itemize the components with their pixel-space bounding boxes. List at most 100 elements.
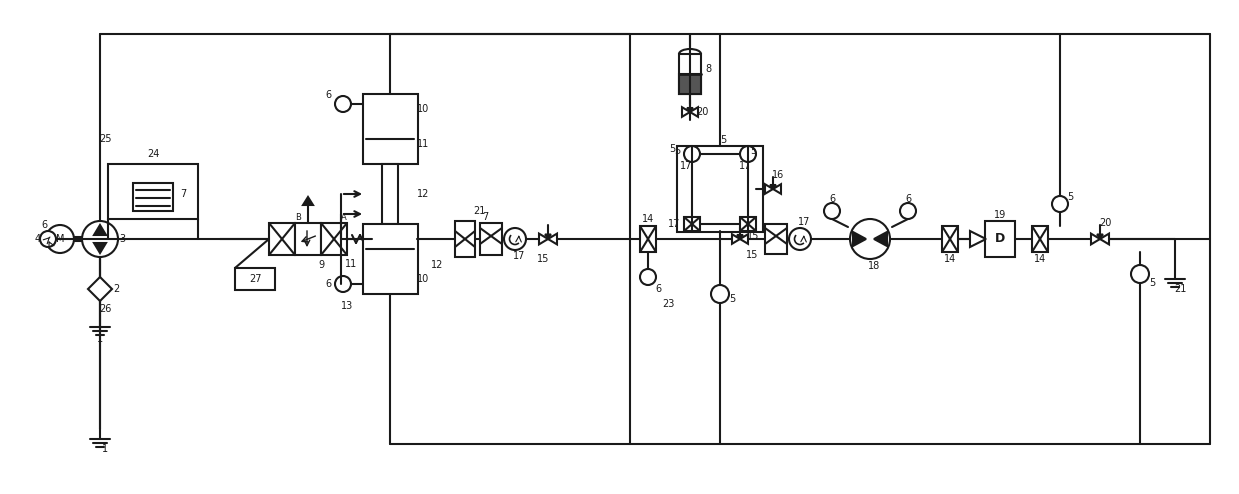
Polygon shape xyxy=(548,234,558,245)
Circle shape xyxy=(504,228,527,250)
Bar xyxy=(363,94,418,164)
Text: 6: 6 xyxy=(325,90,331,100)
Text: 20: 20 xyxy=(1099,218,1111,228)
Polygon shape xyxy=(773,184,781,194)
Text: 6: 6 xyxy=(655,284,662,294)
Polygon shape xyxy=(970,231,986,247)
Text: 10: 10 xyxy=(416,274,429,284)
Text: 16: 16 xyxy=(772,170,784,180)
Text: 1: 1 xyxy=(102,444,108,454)
Polygon shape xyxy=(690,107,698,117)
Text: 6: 6 xyxy=(904,194,911,204)
Circle shape xyxy=(900,203,916,219)
Text: 11: 11 xyxy=(416,139,429,149)
Bar xyxy=(684,217,700,231)
Text: 6: 6 xyxy=(41,220,47,230)
Polygon shape xyxy=(873,232,887,246)
Text: 15: 15 xyxy=(536,254,549,264)
Bar xyxy=(321,223,347,255)
Circle shape xyxy=(824,203,840,219)
Bar xyxy=(295,223,321,255)
Polygon shape xyxy=(681,107,690,117)
Circle shape xyxy=(711,285,729,303)
Bar xyxy=(235,268,275,290)
Text: 23: 23 xyxy=(662,299,674,309)
Circle shape xyxy=(684,146,700,162)
Text: 17: 17 xyxy=(668,219,680,229)
Circle shape xyxy=(46,225,74,253)
Circle shape xyxy=(335,96,351,112)
Bar xyxy=(641,226,655,252)
Text: 24: 24 xyxy=(146,149,159,159)
Polygon shape xyxy=(1092,234,1100,245)
Polygon shape xyxy=(94,225,107,235)
Text: 14: 14 xyxy=(944,254,957,264)
Polygon shape xyxy=(88,277,112,301)
Bar xyxy=(382,164,398,224)
Polygon shape xyxy=(764,184,773,194)
Text: 3: 3 xyxy=(119,234,125,244)
Text: 12: 12 xyxy=(431,260,444,270)
Circle shape xyxy=(850,219,890,259)
Polygon shape xyxy=(539,234,548,245)
Polygon shape xyxy=(94,243,107,253)
Text: 17: 17 xyxy=(798,217,810,227)
Text: 26: 26 xyxy=(99,304,112,314)
Bar xyxy=(269,223,295,255)
Polygon shape xyxy=(740,234,748,244)
Text: 10: 10 xyxy=(416,104,429,114)
Text: 17: 17 xyxy=(738,161,751,171)
Text: 6: 6 xyxy=(325,279,331,289)
Polygon shape xyxy=(852,232,866,246)
Circle shape xyxy=(82,221,118,257)
Circle shape xyxy=(641,269,655,285)
Bar xyxy=(985,221,1015,257)
Bar xyxy=(133,183,173,211)
Circle shape xyxy=(789,228,812,250)
Polygon shape xyxy=(732,234,740,244)
Text: 2: 2 xyxy=(113,284,119,294)
Text: 13: 13 xyxy=(341,301,353,311)
Polygon shape xyxy=(769,185,776,188)
Text: 18: 18 xyxy=(867,261,880,271)
Text: 1: 1 xyxy=(97,334,103,344)
Circle shape xyxy=(1131,265,1149,283)
Bar xyxy=(740,217,756,231)
Text: 14: 14 xyxy=(642,214,654,224)
Text: 5: 5 xyxy=(1067,192,1073,202)
Text: 12: 12 xyxy=(416,189,429,199)
Polygon shape xyxy=(304,197,313,205)
Bar xyxy=(1032,226,1048,252)
Bar xyxy=(679,54,701,94)
Polygon shape xyxy=(545,235,551,238)
Text: 7: 7 xyxy=(482,212,488,222)
Text: 21: 21 xyxy=(1173,284,1186,294)
Bar xyxy=(108,164,198,219)
Circle shape xyxy=(335,276,351,292)
Text: A: A xyxy=(341,212,347,221)
Text: 8: 8 xyxy=(705,64,711,74)
Bar xyxy=(455,221,475,257)
Polygon shape xyxy=(1100,234,1109,245)
Text: 19: 19 xyxy=(994,210,1006,220)
Text: 5: 5 xyxy=(750,146,756,156)
Text: 15: 15 xyxy=(746,250,758,260)
Bar xyxy=(764,224,787,254)
Circle shape xyxy=(740,146,756,162)
Circle shape xyxy=(1052,196,1068,212)
Text: 6: 6 xyxy=(829,194,835,204)
Bar xyxy=(479,223,502,255)
Bar xyxy=(676,146,763,232)
Text: 25: 25 xyxy=(100,134,113,144)
Text: 5: 5 xyxy=(729,294,735,304)
Text: 9: 9 xyxy=(318,260,325,270)
Text: 4: 4 xyxy=(35,234,41,244)
Text: M: M xyxy=(56,234,64,244)
Bar xyxy=(363,224,418,294)
Text: 5: 5 xyxy=(674,146,680,156)
Text: 5: 5 xyxy=(669,144,675,154)
Text: 11: 11 xyxy=(344,259,357,269)
Text: 17: 17 xyxy=(513,251,525,261)
Text: 20: 20 xyxy=(696,107,709,117)
Bar xyxy=(679,74,701,94)
